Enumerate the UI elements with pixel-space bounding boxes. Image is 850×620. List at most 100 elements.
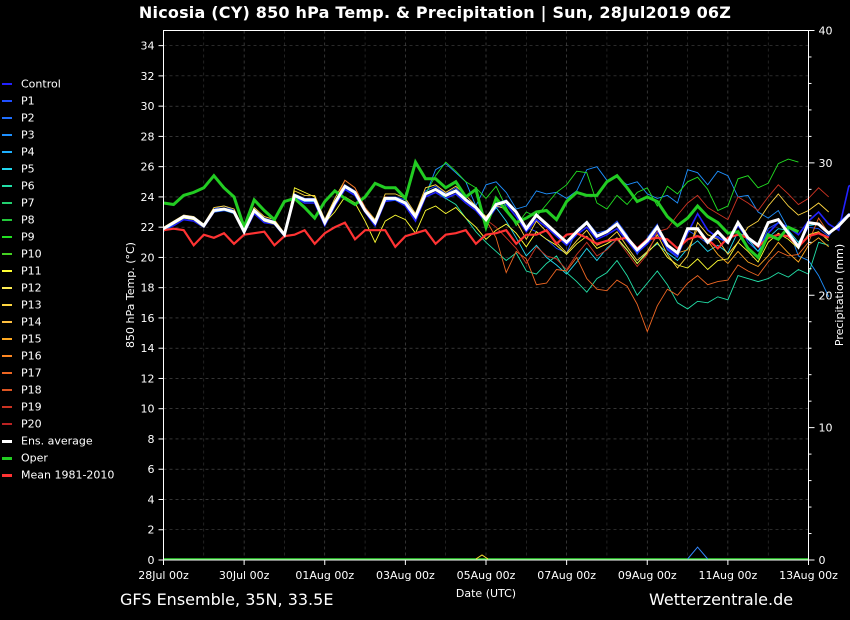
legend-item: P3	[2, 126, 127, 143]
source-credit: Wetterzentrale.de	[649, 590, 794, 609]
legend-item: P18	[2, 381, 127, 398]
y-tick-label: 14	[141, 342, 155, 355]
y-tick-label: 12	[141, 372, 155, 385]
legend-item: P12	[2, 279, 127, 296]
y-tick-label: 30	[141, 100, 155, 113]
y-tick-label: 4	[148, 493, 155, 506]
legend-item: P8	[2, 211, 127, 228]
legend-item: P16	[2, 347, 127, 364]
y-tick-label: 32	[141, 70, 155, 83]
legend-item: P9	[2, 228, 127, 245]
legend-label: P2	[21, 111, 35, 125]
legend-swatch	[2, 406, 12, 408]
legend-item: Oper	[2, 449, 127, 466]
y2-tick-label: 10	[819, 422, 833, 435]
y-tick-label: 28	[141, 130, 155, 143]
y-tick-label: 24	[141, 191, 155, 204]
legend-swatch	[2, 338, 12, 340]
y2-axis-label: Precipitation (mm)	[833, 244, 846, 346]
legend-item: P10	[2, 245, 127, 262]
y2-tick-label: 0	[819, 554, 826, 567]
legend-label: P4	[21, 145, 35, 159]
series-line-oper	[163, 158, 800, 260]
model-info: GFS Ensemble, 35N, 33.5E	[120, 590, 334, 609]
legend-swatch	[2, 439, 12, 443]
x-axis-label: Date (UTC)	[456, 587, 516, 600]
legend-item: P11	[2, 262, 127, 279]
legend-swatch	[2, 321, 12, 323]
legend-label: P3	[21, 128, 35, 142]
legend-swatch	[2, 287, 12, 289]
legend-label: P12	[21, 281, 42, 295]
legend-item: P19	[2, 398, 127, 415]
legend-label: P5	[21, 162, 35, 176]
legend-swatch	[2, 304, 12, 306]
legend-swatch	[2, 355, 12, 357]
legend-item: P5	[2, 160, 127, 177]
legend-swatch	[2, 253, 12, 255]
legend-label: Ens. average	[21, 434, 93, 448]
y-tick-label: 8	[148, 433, 155, 446]
y2-tick-label: 40	[819, 25, 833, 38]
legend-item: P13	[2, 296, 127, 313]
legend-swatch	[2, 83, 12, 85]
legend-item: Control	[2, 75, 127, 92]
legend-label: P13	[21, 298, 42, 312]
legend-item: P6	[2, 177, 127, 194]
legend-swatch	[2, 236, 12, 238]
y-tick-label: 2	[148, 524, 155, 537]
legend-label: P18	[21, 383, 42, 397]
legend-swatch	[2, 389, 12, 391]
legend-swatch	[2, 372, 12, 374]
x-tick-label: 13Aug 00z	[779, 569, 838, 582]
x-tick-label: 09Aug 00z	[618, 569, 677, 582]
legend-swatch	[2, 423, 12, 425]
legend-swatch	[2, 473, 12, 477]
legend-label: P11	[21, 264, 42, 278]
legend-label: P6	[21, 179, 35, 193]
y-tick-label: 26	[141, 161, 155, 174]
x-tick-label: 05Aug 00z	[457, 569, 516, 582]
legend-item: P4	[2, 143, 127, 160]
legend-swatch	[2, 100, 12, 102]
series-lines	[162, 158, 850, 560]
legend-label: P19	[21, 400, 42, 414]
series-line-mean-1981-2010	[163, 221, 830, 250]
legend-swatch	[2, 168, 12, 170]
legend-item: P2	[2, 109, 127, 126]
legend-swatch	[2, 117, 12, 119]
legend-label: P17	[21, 366, 42, 380]
y-tick-label: 22	[141, 221, 155, 234]
axes: 0246810121416182022242628303234010203040…	[138, 25, 838, 583]
legend-item: P1	[2, 92, 127, 109]
legend-swatch	[2, 456, 12, 460]
legend-label: Oper	[21, 451, 48, 465]
legend-swatch	[2, 202, 12, 204]
x-tick-label: 07Aug 00z	[537, 569, 596, 582]
x-tick-label: 11Aug 00z	[699, 569, 758, 582]
legend-label: P20	[21, 417, 42, 431]
legend-swatch	[2, 219, 12, 221]
page-title: Nicosia (CY) 850 hPa Temp. & Precipitati…	[138, 3, 732, 22]
legend-label: P9	[21, 230, 35, 244]
legend-item: P15	[2, 330, 127, 347]
legend-swatch	[2, 151, 12, 153]
x-tick-label: 30Jul 00z	[219, 569, 270, 582]
legend-label: P16	[21, 349, 42, 363]
y-axis-label: 850 hPa Temp. (°C)	[124, 242, 137, 348]
legend-label: P14	[21, 315, 42, 329]
y-tick-label: 16	[141, 312, 155, 325]
legend-label: P8	[21, 213, 35, 227]
y-tick-label: 34	[141, 40, 155, 53]
y-tick-label: 20	[141, 251, 155, 264]
y-tick-label: 0	[148, 554, 155, 567]
x-tick-label: 01Aug 00z	[295, 569, 354, 582]
legend-label: P7	[21, 196, 35, 210]
series-line-ens-average	[162, 184, 850, 256]
y2-tick-label: 20	[819, 289, 833, 302]
legend-item: P14	[2, 313, 127, 330]
legend-swatch	[2, 134, 12, 136]
x-tick-label: 03Aug 00z	[376, 569, 435, 582]
legend-label: P10	[21, 247, 42, 261]
